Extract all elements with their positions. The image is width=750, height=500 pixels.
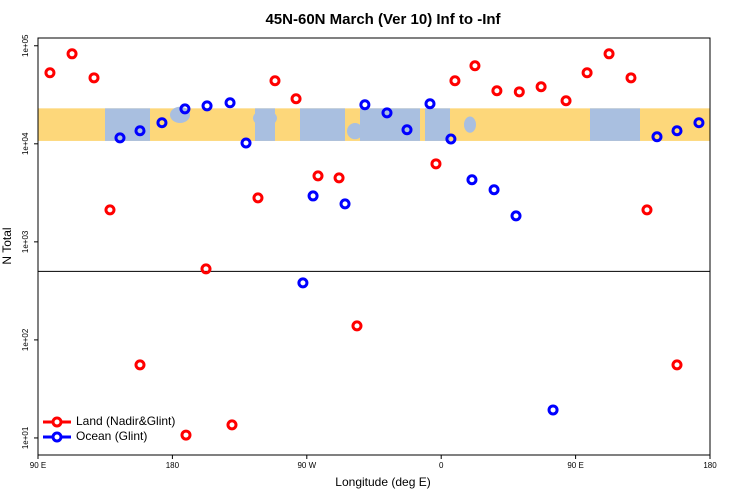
point	[488, 184, 500, 196]
legend-item: Ocean (Glint)	[43, 429, 147, 443]
point	[641, 204, 653, 216]
point	[449, 75, 461, 87]
map-ocean	[425, 108, 450, 141]
point	[201, 100, 213, 112]
point	[252, 192, 264, 204]
chart-title: 45N-60N March (Ver 10) Inf to -Inf	[265, 11, 501, 28]
legend-label: Land (Nadir&Glint)	[76, 414, 175, 428]
point	[269, 75, 281, 87]
point	[179, 103, 191, 115]
point	[114, 132, 126, 144]
y-tick-label: 1e+03	[21, 230, 30, 253]
point	[66, 48, 78, 60]
point	[513, 86, 525, 98]
point	[307, 190, 319, 202]
point	[351, 320, 363, 332]
y-tick-label: 1e+05	[21, 34, 30, 57]
map-ocean	[300, 108, 345, 141]
legend-label: Ocean (Glint)	[76, 429, 147, 443]
point	[560, 95, 572, 107]
point	[88, 72, 100, 84]
x-tick-label: 180	[703, 461, 717, 470]
point	[180, 429, 192, 441]
map-ocean	[170, 106, 190, 124]
x-tick-label: 90 W	[297, 461, 316, 470]
legend-item: Land (Nadir&Glint)	[43, 414, 175, 428]
point	[581, 67, 593, 79]
point	[134, 125, 146, 137]
point	[424, 98, 436, 110]
point	[603, 48, 615, 60]
point	[312, 170, 324, 182]
point	[547, 404, 559, 416]
y-tick-label: 1e+01	[21, 426, 30, 449]
point	[491, 85, 503, 97]
map-ocean	[253, 109, 277, 127]
point	[224, 97, 236, 109]
point	[339, 198, 351, 210]
map-ocean	[464, 116, 476, 133]
point	[333, 172, 345, 184]
point	[290, 93, 302, 105]
point	[381, 107, 393, 119]
point	[445, 133, 457, 145]
map-ocean	[590, 108, 640, 141]
point	[297, 277, 309, 289]
point	[359, 99, 371, 111]
point	[535, 81, 547, 93]
point	[104, 204, 116, 216]
point	[134, 359, 146, 371]
point	[651, 131, 663, 143]
point	[469, 60, 481, 72]
point	[226, 419, 238, 431]
point	[510, 210, 522, 222]
map-ocean	[347, 123, 363, 140]
point	[430, 158, 442, 170]
point	[401, 124, 413, 136]
point	[671, 125, 683, 137]
point	[671, 359, 683, 371]
x-tick-label: 180	[166, 461, 180, 470]
y-tick-label: 1e+04	[21, 132, 30, 155]
x-tick-label: 90 E	[567, 461, 583, 470]
point	[44, 67, 56, 79]
legend-marker	[51, 431, 63, 443]
x-axis-label: Longitude (deg E)	[335, 475, 430, 489]
y-axis-label: N Total	[0, 227, 14, 264]
point	[466, 174, 478, 186]
point	[200, 263, 212, 275]
point	[693, 117, 705, 129]
x-tick-label: 90 E	[30, 461, 46, 470]
point	[625, 72, 637, 84]
legend-marker	[51, 416, 63, 428]
y-tick-label: 1e+02	[21, 328, 30, 351]
point	[240, 137, 252, 149]
plot-frame	[37, 37, 711, 456]
x-tick-label: 0	[439, 461, 444, 470]
map-ocean	[105, 108, 150, 141]
point	[156, 117, 168, 129]
